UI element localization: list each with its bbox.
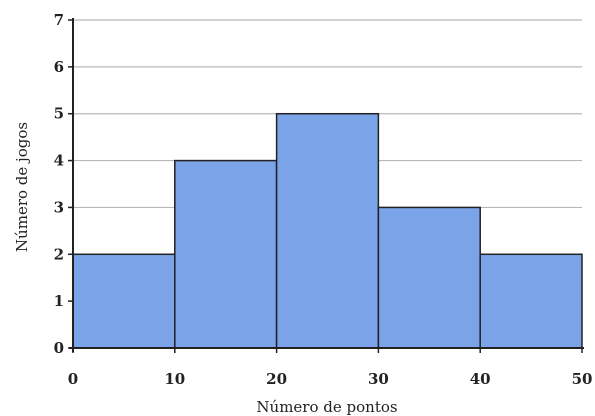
histogram-bar-30-40 bbox=[377, 206, 481, 349]
y-tick-label: 3 bbox=[54, 198, 64, 216]
x-tick-label: 50 bbox=[572, 370, 593, 388]
histogram-bar-20-30 bbox=[275, 112, 380, 349]
y-tick-label: 6 bbox=[54, 58, 64, 76]
x-tick-labels: 0 10 20 30 40 50 bbox=[68, 370, 593, 388]
y-tick-label: 7 bbox=[54, 11, 64, 29]
x-axis-title: Número de pontos bbox=[256, 398, 397, 416]
x-tick-label: 20 bbox=[266, 370, 287, 388]
y-axis-title: Número de jogos bbox=[13, 122, 31, 252]
x-tick-label: 40 bbox=[470, 370, 491, 388]
y-tick-label: 5 bbox=[54, 105, 64, 123]
histogram-bar-40-50 bbox=[479, 253, 583, 349]
x-tick-label: 0 bbox=[68, 370, 78, 388]
axes bbox=[68, 18, 584, 353]
histogram-bars bbox=[72, 112, 583, 349]
y-tick-label: 4 bbox=[54, 152, 64, 170]
y-tick-label: 0 bbox=[54, 339, 64, 357]
histogram-bar-0-10 bbox=[72, 253, 176, 349]
y-tick-label: 2 bbox=[54, 245, 64, 263]
x-tick-label: 10 bbox=[164, 370, 185, 388]
histogram-bar-10-20 bbox=[174, 159, 278, 349]
y-tick-labels: 0 1 2 3 4 5 6 7 bbox=[54, 11, 64, 357]
y-tick-label: 1 bbox=[54, 292, 64, 310]
x-tick-label: 30 bbox=[368, 370, 389, 388]
